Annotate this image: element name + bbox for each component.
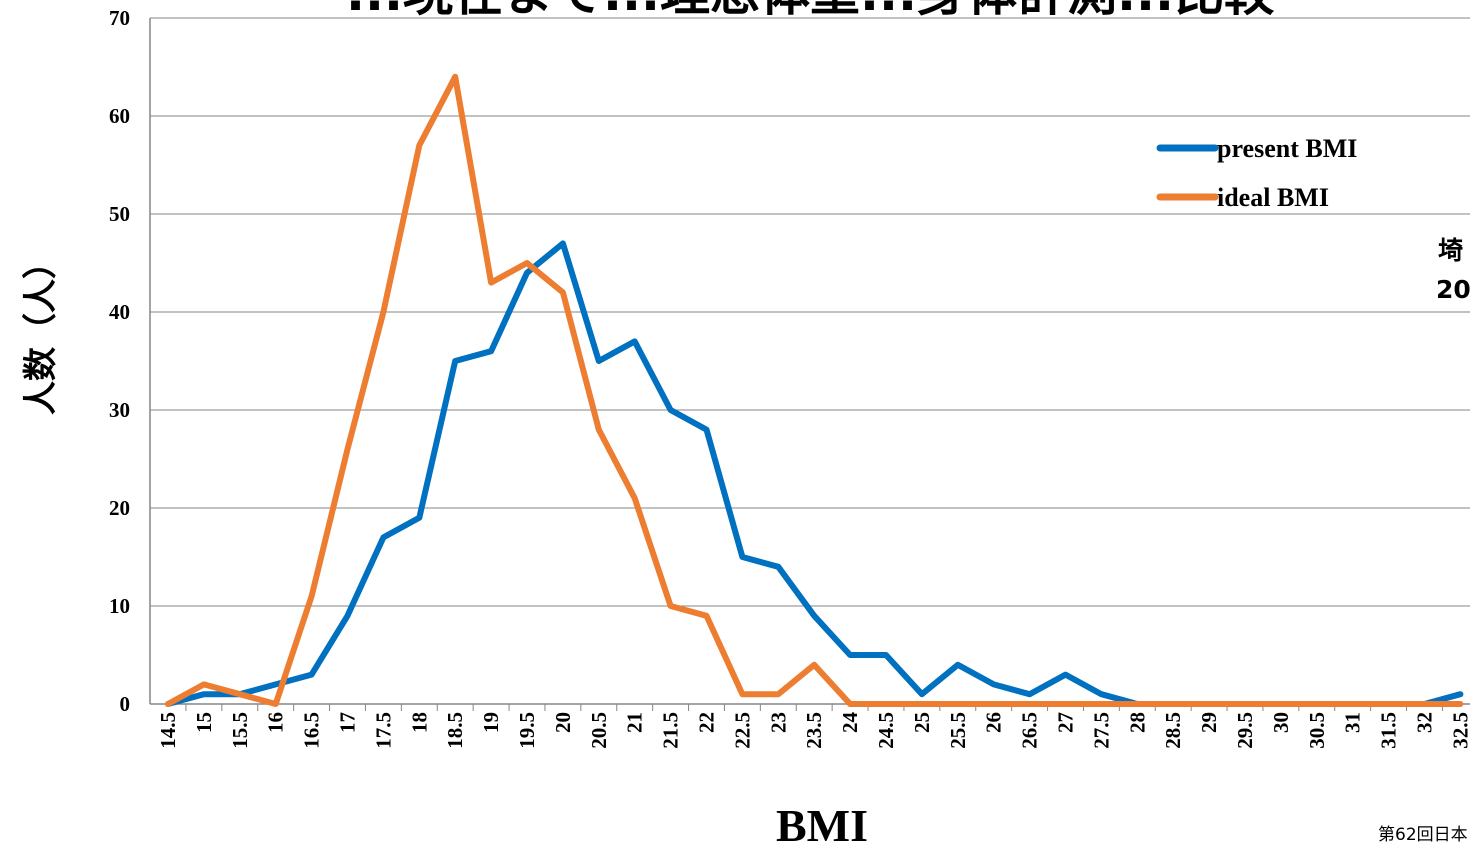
- gridlines: [150, 17, 1470, 607]
- x-tick-label: 31: [1341, 712, 1365, 733]
- x-tick-label: 16: [264, 712, 288, 733]
- y-tick-label: 70: [109, 6, 130, 30]
- x-tick-label: 26.5: [1018, 712, 1042, 749]
- x-tick-label: 19: [479, 712, 503, 733]
- axes: [149, 18, 1470, 705]
- x-tick-label: 25.5: [946, 712, 970, 749]
- x-tick-label: 32.5: [1448, 712, 1470, 749]
- legend: present BMI ideal BMI: [1156, 134, 1357, 212]
- x-tick-label: 28: [1125, 712, 1149, 733]
- x-tick-label: 18: [407, 712, 431, 733]
- y-tick-label: 20: [109, 496, 130, 520]
- x-tick-label: 30: [1269, 712, 1293, 733]
- x-tick-label: 31.5: [1377, 712, 1401, 749]
- x-tick-label: 32: [1413, 712, 1437, 733]
- x-tick-label: 21: [623, 712, 647, 733]
- x-tick-label: 22: [695, 712, 719, 733]
- x-tick-label: 23: [766, 712, 790, 733]
- x-tick-label: 20.5: [587, 712, 611, 749]
- x-tick-label: 30.5: [1305, 712, 1329, 749]
- legend-label-ideal: ideal BMI: [1217, 183, 1329, 212]
- x-tick-label: 27.5: [1089, 712, 1113, 749]
- chart-title: ...現在まで...理想体重...身体計測...比較: [346, 0, 1275, 22]
- x-tick-label: 17: [336, 712, 360, 733]
- y-tick-label: 30: [109, 398, 130, 422]
- x-tick-label: 23.5: [802, 712, 826, 749]
- x-tick-label: 29.5: [1233, 712, 1257, 749]
- y-tick-label: 60: [109, 104, 130, 128]
- x-tick-label: 26: [982, 712, 1006, 733]
- y-tick-label: 50: [109, 202, 130, 226]
- x-tick-label: 18.5: [443, 712, 467, 749]
- legend-label-present: present BMI: [1217, 134, 1357, 163]
- y-tick-label: 40: [109, 300, 130, 324]
- x-tick-label: 15: [192, 712, 216, 733]
- side-text-line-2: 20: [1436, 275, 1470, 304]
- x-tick-label: 14.5: [156, 712, 180, 749]
- side-text-line-1: 埼: [1438, 236, 1463, 265]
- x-tick-label: 27: [1054, 712, 1078, 733]
- x-tick-label: 24: [838, 712, 862, 734]
- y-tick-label: 10: [109, 594, 130, 618]
- x-tick-label: 22.5: [730, 712, 754, 749]
- x-tick-label: 20: [551, 712, 575, 733]
- footer-text: 第62回日本: [1378, 825, 1468, 842]
- x-tick-label: 24.5: [874, 712, 898, 749]
- x-tick-label: 28.5: [1161, 712, 1185, 749]
- x-tick-labels: 14.5 15 15.5 16 16.5 17 17.5 18 18.5 19 19.5 20 20.5…: [156, 704, 1470, 749]
- x-tick-label: 21.5: [659, 712, 683, 749]
- x-tick-label: 29: [1197, 712, 1221, 733]
- x-tick-label: 19.5: [515, 712, 539, 749]
- x-tick-label: 16.5: [300, 712, 324, 749]
- y-tick-label: 0: [120, 692, 131, 716]
- series-lines: [165, 73, 1464, 707]
- x-tick-label: 15.5: [228, 712, 252, 749]
- y-tick-labels: 0 10 20 30 40 50 60 70: [109, 6, 130, 716]
- y-axis-label: 人数（人）: [21, 245, 61, 415]
- x-tick-label: 17.5: [371, 712, 395, 749]
- series-line-ideal-bmi: [165, 73, 1464, 707]
- x-axis-label: BMI: [776, 800, 868, 842]
- x-tick-label: 25: [910, 712, 934, 733]
